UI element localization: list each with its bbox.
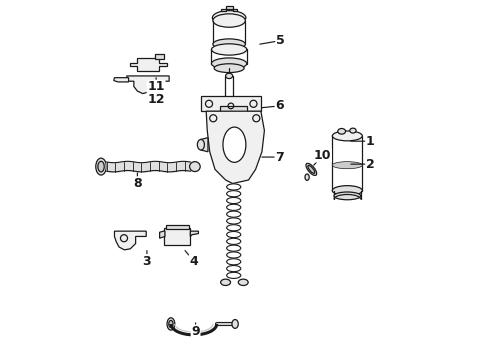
Ellipse shape bbox=[225, 73, 233, 78]
Ellipse shape bbox=[227, 266, 241, 272]
Ellipse shape bbox=[96, 158, 106, 175]
Ellipse shape bbox=[334, 192, 361, 200]
Ellipse shape bbox=[169, 320, 173, 328]
Polygon shape bbox=[127, 76, 169, 94]
Ellipse shape bbox=[227, 252, 241, 258]
Ellipse shape bbox=[212, 58, 247, 69]
Ellipse shape bbox=[227, 211, 241, 217]
Ellipse shape bbox=[227, 218, 241, 224]
Ellipse shape bbox=[227, 238, 241, 244]
Ellipse shape bbox=[350, 128, 356, 133]
Ellipse shape bbox=[190, 162, 200, 171]
Ellipse shape bbox=[227, 225, 241, 231]
Ellipse shape bbox=[227, 184, 241, 190]
Ellipse shape bbox=[332, 162, 362, 169]
Polygon shape bbox=[220, 106, 247, 112]
Polygon shape bbox=[201, 96, 261, 111]
Polygon shape bbox=[115, 231, 146, 250]
Ellipse shape bbox=[227, 272, 241, 278]
Ellipse shape bbox=[98, 161, 104, 172]
Polygon shape bbox=[201, 138, 208, 152]
Ellipse shape bbox=[227, 198, 241, 204]
Text: 4: 4 bbox=[185, 251, 198, 267]
Text: 11: 11 bbox=[147, 78, 165, 93]
Bar bbox=[164, 228, 190, 245]
Text: 12: 12 bbox=[147, 93, 165, 106]
Ellipse shape bbox=[227, 259, 241, 265]
Polygon shape bbox=[160, 231, 165, 238]
Polygon shape bbox=[221, 6, 237, 12]
Ellipse shape bbox=[332, 186, 362, 195]
Ellipse shape bbox=[167, 318, 175, 330]
Ellipse shape bbox=[223, 127, 246, 162]
Ellipse shape bbox=[220, 279, 230, 285]
Ellipse shape bbox=[213, 39, 245, 49]
Polygon shape bbox=[190, 231, 198, 237]
Ellipse shape bbox=[306, 163, 317, 175]
Ellipse shape bbox=[227, 204, 241, 210]
Polygon shape bbox=[206, 111, 265, 184]
Text: 3: 3 bbox=[143, 251, 151, 267]
Ellipse shape bbox=[227, 191, 241, 197]
Ellipse shape bbox=[227, 245, 241, 251]
Text: 9: 9 bbox=[191, 323, 200, 338]
Ellipse shape bbox=[213, 14, 245, 27]
Ellipse shape bbox=[338, 129, 345, 134]
Ellipse shape bbox=[305, 174, 309, 180]
Polygon shape bbox=[114, 78, 128, 82]
Bar bbox=[166, 225, 189, 229]
Text: 1: 1 bbox=[351, 135, 375, 148]
Text: 6: 6 bbox=[262, 99, 284, 112]
Ellipse shape bbox=[238, 279, 248, 285]
Ellipse shape bbox=[332, 131, 362, 141]
Text: 8: 8 bbox=[133, 173, 142, 190]
Ellipse shape bbox=[212, 44, 247, 55]
Text: 7: 7 bbox=[262, 150, 284, 163]
Ellipse shape bbox=[227, 231, 241, 238]
Polygon shape bbox=[130, 58, 168, 71]
Text: 2: 2 bbox=[351, 158, 375, 171]
Text: 5: 5 bbox=[260, 34, 285, 47]
Text: 10: 10 bbox=[314, 149, 331, 165]
Ellipse shape bbox=[197, 139, 204, 150]
Ellipse shape bbox=[214, 64, 244, 73]
Ellipse shape bbox=[308, 166, 315, 174]
Ellipse shape bbox=[232, 320, 238, 328]
Ellipse shape bbox=[212, 11, 246, 25]
Polygon shape bbox=[155, 54, 164, 59]
